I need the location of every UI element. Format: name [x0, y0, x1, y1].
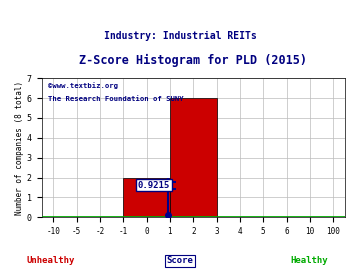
Text: Unhealthy: Unhealthy [26, 256, 75, 265]
Text: ©www.textbiz.org: ©www.textbiz.org [48, 82, 118, 89]
Text: Score: Score [167, 256, 193, 265]
Y-axis label: Number of companies (8 total): Number of companies (8 total) [15, 81, 24, 215]
Text: 0.9215: 0.9215 [138, 181, 170, 190]
Title: Z-Score Histogram for PLD (2015): Z-Score Histogram for PLD (2015) [79, 54, 307, 67]
Text: Healthy: Healthy [291, 256, 328, 265]
Bar [170, 98, 217, 217]
Text: Industry: Industrial REITs: Industry: Industrial REITs [104, 31, 256, 42]
Bar [123, 178, 170, 217]
Text: The Research Foundation of SUNY: The Research Foundation of SUNY [48, 96, 183, 102]
